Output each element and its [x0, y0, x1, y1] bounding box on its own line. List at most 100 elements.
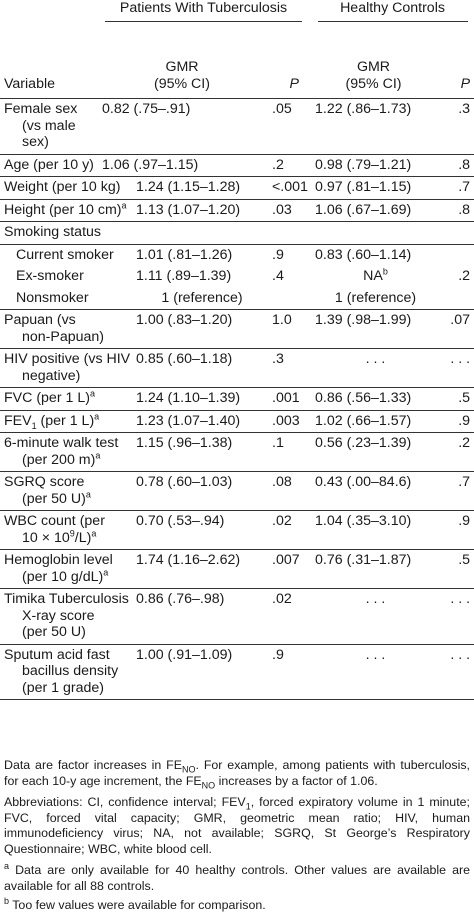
cell-gmr-controls: 1.04 (.35–3.10)	[311, 510, 437, 550]
table-row: WBC count (per 10 × 109/L)a 0.70 (.53–.94…	[0, 510, 474, 550]
footnote-a: a Data are only available for 40 healthy…	[4, 860, 470, 893]
cell-gmr-controls: 1.06 (.67–1.69)	[311, 199, 437, 222]
cell-p-controls: .8	[436, 154, 474, 177]
cell-p-patients	[268, 287, 312, 310]
column-header-p-controls: P	[436, 36, 474, 99]
cell-gmr-patients: 1.00 (.83–1.20)	[96, 309, 268, 349]
cell-p-patients: .03	[268, 199, 312, 222]
cell-gmr-patients: 1.24 (1.15–1.28)	[96, 176, 268, 200]
cell-gmr-patients: 1 (reference)	[96, 287, 268, 310]
cell-p-patients: .1	[268, 432, 312, 472]
cell-p-controls	[436, 287, 474, 310]
cell-p-controls: .2	[458, 268, 471, 284]
cell-gmr-controls: 0.86 (.56–1.33)	[311, 387, 437, 411]
cell-gmr-controls: . . .	[311, 348, 437, 388]
table-row: Timika Tuberculosis X-ray score (per 50 U)…	[0, 588, 474, 645]
column-header-variable: Variable	[0, 36, 96, 99]
row-label: FEV1 (per 1 L)a	[0, 410, 99, 433]
cell-gmr-controls: 0.43 (.00–84.6)	[311, 471, 437, 511]
cell-p-patients: .003	[268, 410, 312, 433]
row-label: Ex-smoker	[16, 268, 84, 284]
cell-p-controls: .07	[436, 309, 474, 349]
cell-gmr-patients: 1.00 (.91–1.09)	[96, 644, 268, 700]
cell-p-controls: .7	[436, 176, 474, 200]
note-abbreviations: Abbreviations: CI, confidence interval; …	[4, 795, 470, 856]
table-row: SGRQ score (per 50 U)a 0.78 (.60–1.03) .0…	[0, 471, 474, 511]
cell-gmr-patients: 0.85 (.60–1.18)	[96, 348, 268, 388]
cell-gmr-controls: . . .	[311, 644, 437, 700]
cell-p-controls: . . .	[436, 644, 474, 700]
cell-p-patients: 1.0	[268, 309, 312, 349]
footnote-b: b Too few values were available for comp…	[4, 895, 266, 912]
cell-gmr-patients: 1.01 (.81–1.26)	[136, 246, 233, 263]
table-row: Female sex (vs male sex) 0.82 (.75–.91) .…	[0, 98, 474, 155]
cell-gmr-controls: 0.98 (.79–1.21)	[311, 154, 437, 177]
cell-p-patients: .9	[272, 246, 284, 263]
table-row: Hemoglobin level (per 10 g/dL)a 1.74 (1.1…	[0, 549, 474, 589]
cell-gmr-patients: 1.24 (1.10–1.39)	[96, 387, 268, 411]
cell-gmr-patients: 1.11 (.89–1.39)	[136, 268, 232, 284]
cell-p-patients: <.001	[268, 176, 312, 200]
cell-gmr-controls: 0.83 (.60–1.14)	[315, 246, 412, 263]
column-header-p-patients: P	[268, 36, 312, 99]
cell-p-controls: .9	[436, 410, 474, 433]
row-label: HIV positive (vs HIV negative)	[0, 348, 130, 388]
cell-p-patients: .2	[268, 154, 312, 177]
row-label: Nonsmoker	[0, 287, 96, 310]
cell-p-controls: . . .	[436, 348, 474, 388]
row-label: SGRQ score (per 50 U)a	[0, 471, 96, 511]
row-label: WBC count (per 10 × 109/L)a	[0, 510, 105, 550]
cell-gmr-patients: 1.15 (.96–1.38)	[96, 432, 268, 472]
table-row: Ex-smoker 1.11 (.89–1.39) .4 NAb .2	[0, 266, 474, 288]
table-row: Weight (per 10 kg) 1.24 (1.15–1.28) <.00…	[0, 176, 474, 200]
row-label: Age (per 10 y)	[0, 154, 96, 177]
cell-gmr-patients: 0.86 (.76–.98)	[96, 588, 268, 645]
table-row: Height (per 10 cm)a 1.13 (1.07–1.20) .03…	[0, 199, 474, 222]
cell-gmr-controls: . . .	[311, 588, 437, 645]
cell-gmr-controls: 1.02 (.66–1.57)	[311, 410, 437, 433]
cell-gmr-controls: 0.76 (.31–1.87)	[311, 549, 437, 589]
table-row: Nonsmoker 1 (reference) 1 (reference)	[0, 287, 474, 310]
cell-p-patients: .02	[268, 588, 312, 645]
row-label: 6-minute walk test (per 200 m)a	[0, 432, 118, 472]
cell-gmr-controls: 1.22 (.86–1.73)	[311, 98, 437, 155]
row-label: FVC (per 1 L)a	[0, 387, 96, 411]
cell-p-controls: .3	[436, 98, 474, 155]
cell-gmr-patients: 1.06 (.97–1.15)	[96, 154, 268, 177]
table-row: Papuan (vs non-Papuan) 1.00 (.83–1.20) 1.…	[0, 309, 474, 349]
note-data-description: Data are factor increases in FENO. For e…	[4, 758, 470, 790]
cell-gmr-controls: 0.56 (.23–1.39)	[311, 432, 437, 472]
cell-p-patients: .007	[268, 549, 312, 589]
table-row: 6-minute walk test (per 200 m)a 1.15 (.96…	[0, 432, 474, 472]
row-label: Timika Tuberculosis X-ray score (per 50 U)	[0, 588, 129, 645]
row-label: Sputum acid fast bacillus density (per 1 g…	[0, 644, 118, 700]
cell-p-patients: .3	[268, 348, 312, 388]
table-row: FVC (per 1 L)a 1.24 (1.10–1.39) .001 0.8…	[0, 387, 474, 411]
cell-p-patients: .08	[268, 471, 312, 511]
table-row: Sputum acid fast bacillus density (per 1 g…	[0, 644, 474, 700]
cell-p-controls: .8	[436, 199, 474, 222]
row-label: Height (per 10 cm)a	[0, 199, 127, 222]
gmr-table: Patients With Tuberculosis Healthy Contr…	[0, 0, 474, 700]
row-label: Hemoglobin level (per 10 g/dL)a	[0, 549, 113, 589]
cell-gmr-controls: 1 (reference)	[311, 287, 437, 310]
cell-gmr-controls: NAb	[363, 266, 388, 284]
table-row: Smoking status	[0, 221, 474, 245]
column-header-gmr-controls: GMR (95% CI)	[311, 36, 437, 99]
cell-gmr-patients: 1.23 (1.07–1.40)	[96, 410, 268, 433]
group-header-controls: Healthy Controls	[311, 0, 474, 36]
cell-p-patients: .02	[268, 510, 312, 550]
cell-p-controls: . . .	[436, 588, 474, 645]
table-row: Current smoker 1.01 (.81–1.26) .9 0.83 (…	[0, 244, 474, 266]
column-header-gmr-patients: GMR (95% CI)	[96, 36, 268, 99]
row-label: Female sex (vs male sex)	[0, 98, 96, 155]
cell-gmr-patients: 1.13 (1.07–1.20)	[96, 199, 268, 222]
cell-p-patients: .9	[268, 644, 312, 700]
cell-p-patients: .4	[272, 268, 284, 284]
cell-gmr-patients: 0.70 (.53–.94)	[96, 510, 268, 550]
row-label: Weight (per 10 kg)	[0, 176, 120, 200]
row-label: Current smoker	[16, 246, 114, 263]
cell-gmr-controls: 1.39 (.98–1.99)	[311, 309, 437, 349]
results-table-container: Patients With Tuberculosis Healthy Contr…	[0, 0, 474, 700]
table-row: HIV positive (vs HIV negative) 0.85 (.60–…	[0, 348, 474, 388]
